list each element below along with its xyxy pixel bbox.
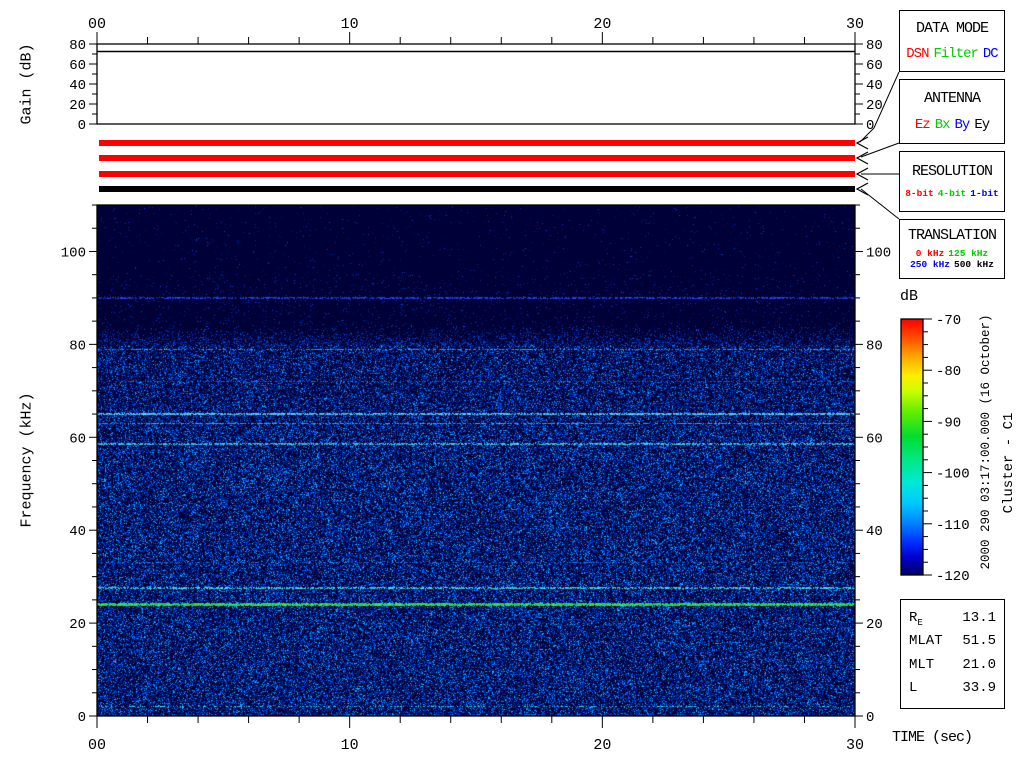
l-value: 33.9	[962, 680, 996, 698]
legend-option-ey: Ey	[974, 117, 989, 133]
svg-text:20: 20	[866, 98, 883, 114]
svg-text:0: 0	[866, 710, 874, 726]
svg-text:100: 100	[866, 245, 891, 261]
status-bar-data-mode	[99, 140, 855, 146]
svg-text:20: 20	[593, 16, 611, 33]
legend-option-250-khz: 250 kHz	[910, 260, 950, 271]
datetime-title: 2000 290 03:17:00.000 (16 October)	[979, 314, 993, 569]
svg-text:0: 0	[78, 118, 86, 134]
legend-option-500-khz: 500 kHz	[954, 260, 994, 271]
svg-text:0: 0	[78, 710, 86, 726]
l-label: L	[909, 680, 917, 698]
axes-overlay: 00 10 20 300 020 2040 4060 6080 800 020 2040 4060 60…	[0, 0, 1024, 768]
data-mode-options: DSN Filter DC	[904, 46, 999, 62]
resolution-options: 8-bit 4-bit 1-bit	[903, 189, 1001, 200]
legend-option-1-bit: 1-bit	[970, 189, 999, 200]
status-bar-translation	[99, 186, 855, 192]
svg-text:20: 20	[593, 737, 611, 754]
svg-text:00: 00	[88, 16, 106, 33]
svg-text:60: 60	[866, 431, 883, 447]
svg-text:80: 80	[69, 38, 86, 54]
svg-text:80: 80	[69, 338, 86, 354]
time-axis-label: TIME (sec)	[892, 729, 972, 746]
svg-text:40: 40	[69, 524, 86, 540]
translation-title: TRANSLATION	[908, 227, 996, 244]
data-mode-title: DATA MODE	[916, 20, 988, 37]
svg-text:100: 100	[61, 245, 86, 261]
data-mode-box: DATA MODE DSN Filter DC	[899, 10, 1005, 72]
colorbar-unit-label: dB	[900, 288, 918, 305]
svg-text:20: 20	[866, 617, 883, 633]
svg-text:-110: -110	[936, 518, 970, 534]
mlat-label: MLAT	[909, 633, 943, 651]
svg-text:-80: -80	[936, 364, 961, 380]
antenna-title: ANTENNA	[924, 90, 980, 107]
svg-text:10: 10	[341, 16, 359, 33]
svg-text:-70: -70	[936, 313, 961, 329]
svg-text:60: 60	[69, 58, 86, 74]
svg-text:10: 10	[341, 737, 359, 754]
mlt-label: MLT	[909, 657, 934, 675]
legend-option-by: By	[955, 117, 970, 133]
legend-option-ez: Ez	[915, 117, 930, 133]
svg-text:40: 40	[866, 524, 883, 540]
info-row-l: L 33.9	[909, 680, 996, 698]
antenna-box: ANTENNA Ez Bx By Ey	[899, 79, 1005, 144]
ephemeris-box: RE 13.1 MLAT 51.5 MLT 21.0 L 33.9	[900, 599, 1005, 709]
legend-option-4-bit: 4-bit	[938, 189, 967, 200]
svg-text:20: 20	[69, 98, 86, 114]
mlat-value: 51.5	[962, 633, 996, 651]
mlt-value: 21.0	[962, 657, 996, 675]
info-row-mlat: MLAT 51.5	[909, 633, 996, 651]
spacecraft-title: Cluster - C1	[1001, 413, 1017, 514]
resolution-box: RESOLUTION 8-bit 4-bit 1-bit	[899, 151, 1005, 212]
svg-text:60: 60	[866, 58, 883, 74]
info-row-mlt: MLT 21.0	[909, 657, 996, 675]
svg-text:30: 30	[846, 737, 864, 754]
svg-text:-120: -120	[936, 569, 970, 585]
re-value: 13.1	[962, 610, 996, 628]
re-label: RE	[909, 610, 923, 628]
wbd-spectrogram-page: 00 10 20 30 0 0 20 20 40 40 60 60 80 80 0 0 20 20 40 40 60 60…	[0, 0, 1024, 768]
status-bar-resolution	[99, 171, 855, 177]
svg-text:20: 20	[69, 617, 86, 633]
translation-box: TRANSLATION 0 kHz 125 kHz 250 kHz 500 kHz	[899, 219, 1005, 279]
svg-text:80: 80	[866, 338, 883, 354]
legend-option-bx: Bx	[935, 117, 950, 133]
legend-option-dsn: DSN	[906, 46, 928, 62]
svg-text:40: 40	[69, 78, 86, 94]
info-row-re: RE 13.1	[909, 610, 996, 628]
antenna-options: Ez Bx By Ey	[913, 117, 991, 133]
svg-text:40: 40	[866, 78, 883, 94]
legend-option-8-bit: 8-bit	[905, 189, 934, 200]
translation-options: 0 kHz 125 kHz 250 kHz 500 kHz	[900, 249, 1004, 271]
gain-axis-label: Gain (dB)	[19, 43, 36, 124]
svg-text:60: 60	[69, 431, 86, 447]
svg-text:-90: -90	[936, 415, 961, 431]
svg-text:-100: -100	[936, 467, 970, 483]
svg-text:00: 00	[88, 737, 106, 754]
frequency-axis-label: Frequency (kHz)	[19, 392, 36, 527]
svg-text:80: 80	[866, 38, 883, 54]
legend-option-dc: DC	[983, 46, 998, 62]
svg-text:30: 30	[846, 16, 864, 33]
legend-option-filter: Filter	[933, 46, 977, 62]
status-bar-antenna	[99, 155, 855, 161]
resolution-title: RESOLUTION	[912, 163, 992, 180]
